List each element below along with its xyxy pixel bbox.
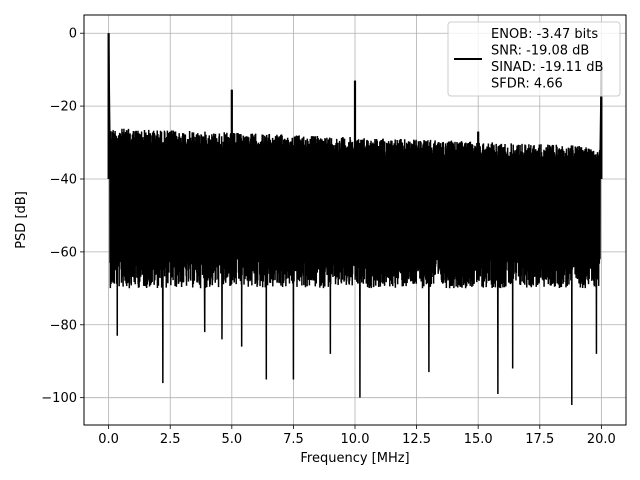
x-tick-label: 0.0 <box>98 432 119 447</box>
legend-sinad: SINAD: -19.11 dB <box>491 60 603 75</box>
legend-box <box>447 21 621 97</box>
x-tick-label: 2.5 <box>160 432 181 447</box>
legend-snr: SNR: -19.08 dB <box>491 44 589 59</box>
legend-enob: ENOB: -3.47 bits <box>491 27 598 42</box>
y-tick-label: −100 <box>41 391 77 406</box>
legend: ENOB: -3.47 bits SNR: -19.08 dB SINAD: -… <box>447 21 621 97</box>
legend-sfdr: SFDR: 4.66 <box>491 77 563 92</box>
axis-ticks: 0.0 2.5 5.0 7.5 10.0 12.5 15.0 17.5 20.0 0 −20 −40 −… <box>41 27 616 447</box>
x-tick-label: 5.0 <box>221 432 242 447</box>
x-tick-label: 20.0 <box>587 432 616 447</box>
y-tick-label: 0 <box>69 27 77 42</box>
y-axis-title: PSD [dB] <box>14 191 29 249</box>
x-tick-label: 10.0 <box>341 432 370 447</box>
y-tick-label: −60 <box>50 245 77 260</box>
x-axis-title: Frequency [MHz] <box>300 451 409 466</box>
x-tick-label: 15.0 <box>464 432 493 447</box>
y-tick-label: −40 <box>50 173 77 188</box>
x-tick-label: 7.5 <box>283 432 304 447</box>
x-tick-label: 12.5 <box>402 432 431 447</box>
x-tick-label: 17.5 <box>525 432 554 447</box>
y-tick-label: −80 <box>50 318 77 333</box>
y-tick-label: −20 <box>50 100 77 115</box>
